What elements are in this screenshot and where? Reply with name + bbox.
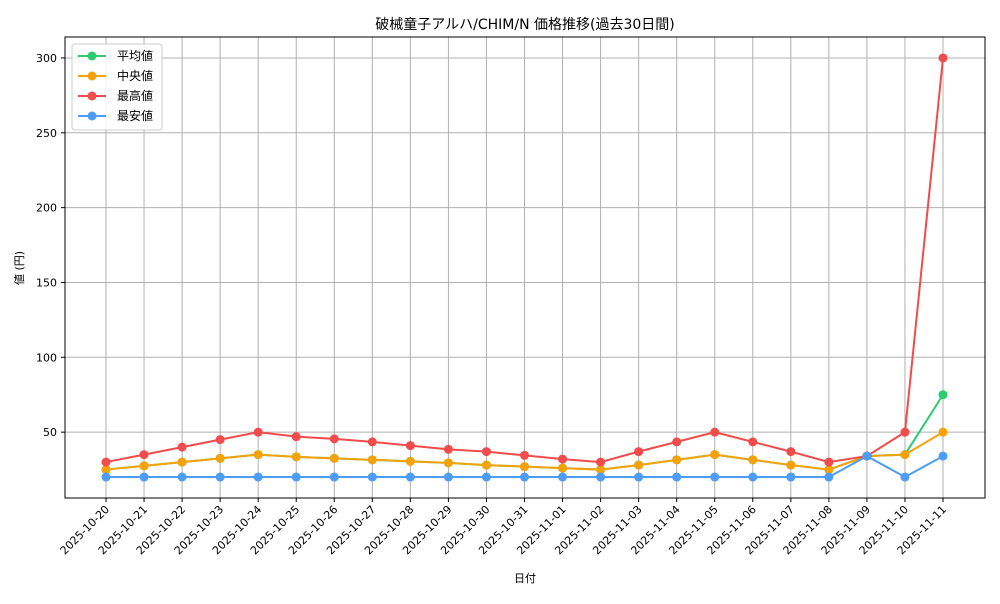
legend-label: 最安値	[117, 108, 153, 123]
y-tick-label: 200	[36, 202, 57, 215]
data-point	[900, 472, 910, 482]
y-tick-label: 150	[36, 276, 57, 289]
data-point	[786, 447, 796, 457]
data-point	[710, 427, 720, 437]
data-point	[824, 472, 834, 482]
legend-item: 最高値	[78, 88, 153, 103]
y-tick-label: 100	[36, 351, 57, 364]
y-tick-label: 50	[43, 426, 57, 439]
data-point	[215, 472, 225, 482]
data-point	[101, 472, 111, 482]
grid-lines	[65, 37, 985, 498]
data-point	[329, 453, 339, 463]
y-tick-label: 250	[36, 127, 57, 140]
x-axis-label: 日付	[514, 572, 536, 585]
data-point	[291, 472, 301, 482]
data-point	[329, 434, 339, 444]
data-point	[558, 463, 568, 473]
y-axis-label: 値 (円)	[13, 251, 26, 285]
legend-item: 中央値	[78, 68, 153, 83]
legend-label: 中央値	[117, 68, 153, 83]
y-axis-ticks: 50 100 150 200 250 300	[36, 52, 65, 439]
y-tick-label: 300	[36, 52, 57, 65]
data-point	[900, 450, 910, 460]
data-point	[938, 390, 948, 400]
legend-marker-icon	[87, 71, 97, 81]
data-point	[443, 472, 453, 482]
data-point	[481, 460, 491, 470]
data-point	[215, 453, 225, 463]
data-point	[481, 472, 491, 482]
data-point	[862, 451, 872, 461]
data-point	[596, 457, 606, 467]
legend-marker-icon	[87, 51, 97, 61]
data-point	[786, 460, 796, 470]
series-lines	[101, 53, 948, 482]
data-point	[443, 458, 453, 468]
data-point	[748, 437, 758, 447]
data-point	[558, 454, 568, 464]
data-point	[443, 444, 453, 454]
data-point	[672, 437, 682, 447]
data-point	[558, 472, 568, 482]
data-point	[672, 472, 682, 482]
data-point	[291, 452, 301, 462]
data-point	[253, 427, 263, 437]
data-point	[710, 472, 720, 482]
data-point	[520, 462, 529, 472]
data-point	[596, 465, 606, 475]
series-3	[101, 451, 948, 482]
data-point	[139, 450, 149, 460]
legend-box	[71, 43, 163, 131]
data-point	[405, 456, 415, 466]
legend-item: 最安値	[78, 108, 153, 123]
data-point	[634, 472, 644, 482]
data-point	[824, 457, 834, 467]
legend-marker-icon	[87, 91, 97, 101]
data-point	[520, 472, 529, 482]
data-point	[291, 432, 301, 442]
legend-label: 平均値	[117, 48, 153, 63]
legend-item: 平均値	[78, 48, 153, 63]
data-point	[596, 472, 606, 482]
x-axis-ticks: 2025-10-202025-10-212025-10-222025-10-23…	[58, 498, 949, 557]
data-point	[253, 472, 263, 482]
data-point	[139, 472, 149, 482]
data-point	[329, 472, 339, 482]
data-point	[253, 450, 263, 460]
legend-label: 最高値	[117, 88, 153, 103]
data-point	[101, 465, 111, 475]
data-point	[177, 472, 187, 482]
data-point	[481, 447, 491, 457]
data-point	[177, 442, 187, 452]
data-point	[824, 465, 834, 475]
legend-marker-icon	[87, 111, 97, 121]
data-point	[938, 427, 948, 437]
data-point	[367, 472, 377, 482]
data-point	[900, 427, 910, 437]
data-point	[215, 435, 225, 445]
data-point	[672, 455, 682, 465]
data-point	[520, 450, 529, 460]
chart-title: 破械童子アルハ/CHIM/N 価格推移(過去30日間)	[375, 16, 674, 33]
data-point	[748, 455, 758, 465]
data-point	[786, 472, 796, 482]
data-point	[634, 460, 644, 470]
data-point	[405, 472, 415, 482]
data-point	[177, 457, 187, 467]
data-point	[405, 441, 415, 451]
data-point	[748, 472, 758, 482]
data-point	[101, 457, 111, 467]
data-point	[634, 447, 644, 457]
data-point	[938, 451, 948, 461]
data-point	[367, 455, 377, 465]
data-point	[938, 53, 948, 63]
data-point	[367, 437, 377, 447]
data-point	[710, 450, 720, 460]
data-point	[139, 461, 149, 471]
